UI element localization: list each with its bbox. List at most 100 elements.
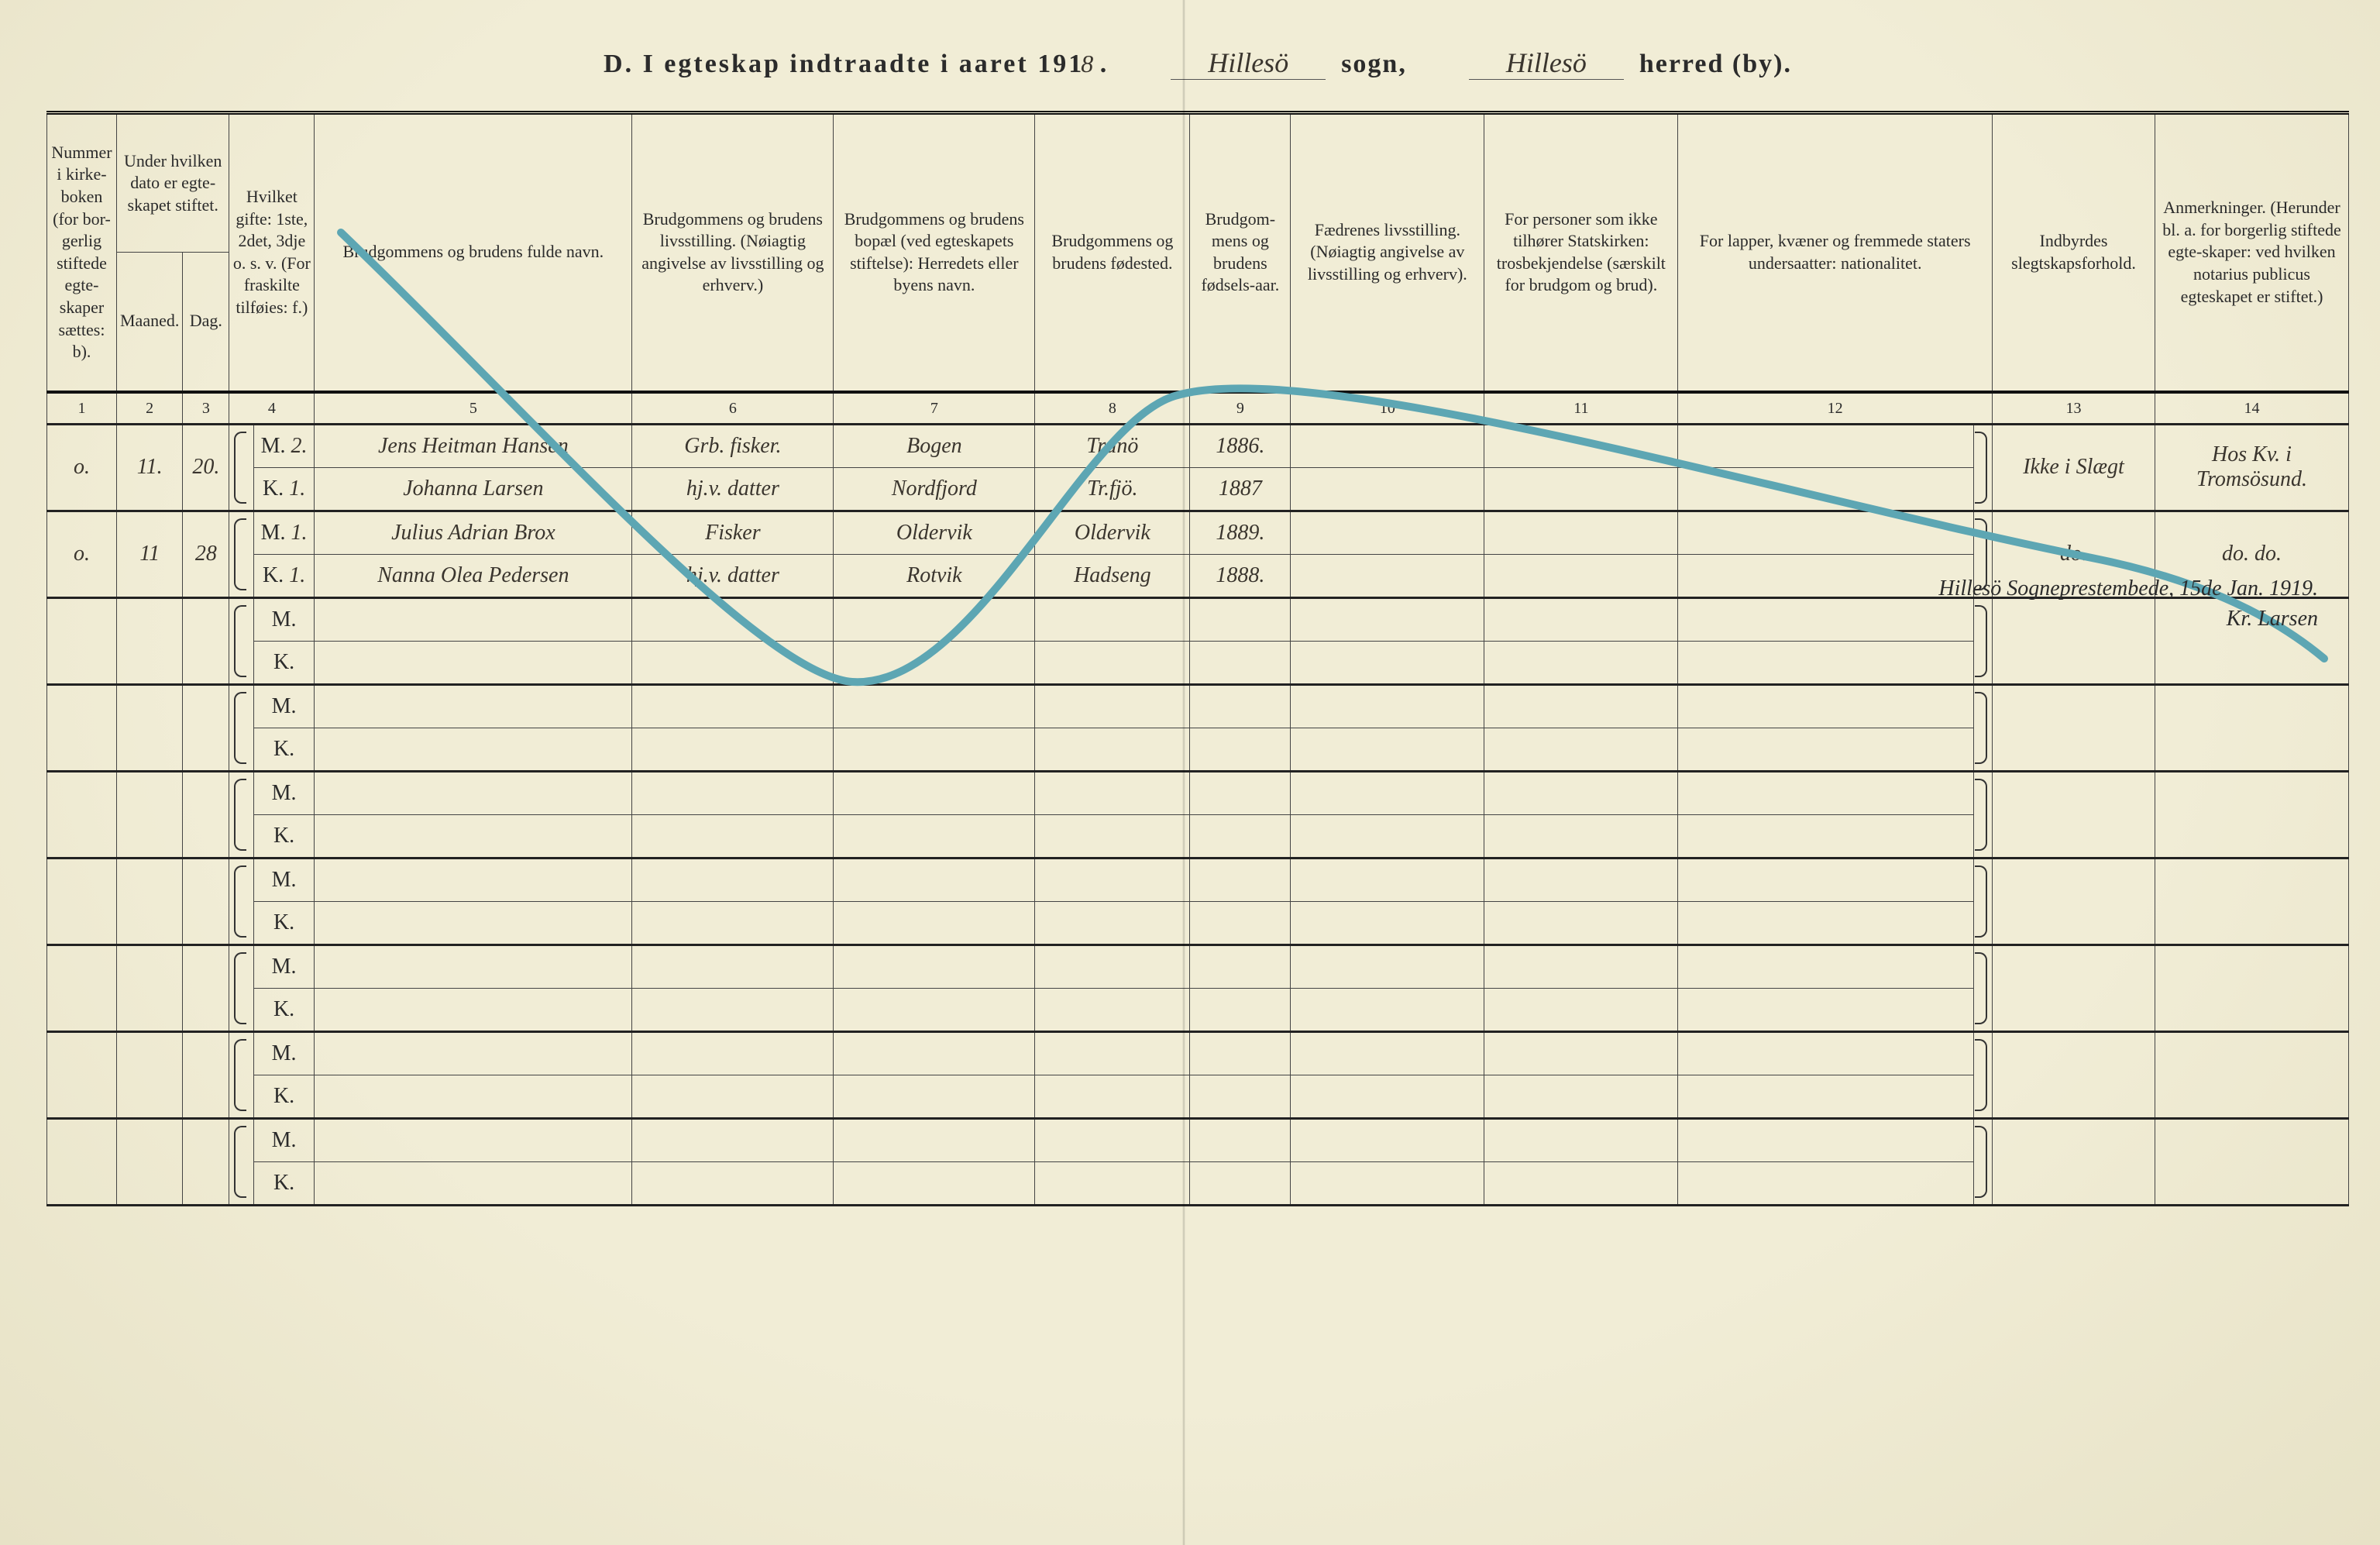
hdr-3: Dag. (183, 253, 229, 392)
cell-13 (1993, 858, 2155, 945)
cell-mk-k: K. (253, 1161, 315, 1205)
cell-bopael-k (834, 641, 1035, 684)
cell-aar-m: 1889. (1190, 511, 1291, 554)
cell-maaned (117, 945, 183, 1031)
cell-10-k (1291, 988, 1484, 1031)
cell-11-k (1484, 728, 1678, 771)
table-row: M. (47, 1031, 2349, 1075)
hdr-14: Anmerkninger. (Herunder bl. a. for borge… (2155, 113, 2349, 392)
cell-fodested-k: Tr.fjö. (1035, 467, 1190, 511)
cell-14 (2155, 1031, 2349, 1118)
cell-aar-k: 1887 (1190, 467, 1291, 511)
cell-aar-k (1190, 1161, 1291, 1205)
hn-7: 7 (834, 392, 1035, 425)
cell-mk-k: K. (253, 1075, 315, 1118)
cell-navn-m (315, 771, 632, 814)
hdr-5: Brudgommens og brudens fulde navn. (315, 113, 632, 392)
cell-14 (2155, 1118, 2349, 1205)
hdr-10: Fædrenes livsstilling. (Nøiagtig angivel… (1291, 113, 1484, 392)
cell-12-m (1678, 945, 1974, 988)
hn-9: 9 (1190, 392, 1291, 425)
cell-navn-m (315, 597, 632, 641)
cell-10-k (1291, 728, 1484, 771)
hn-14: 14 (2155, 392, 2349, 425)
cell-12-k (1678, 1075, 1974, 1118)
book-gutter (1182, 0, 1185, 1545)
cell-stilling-k (632, 1075, 834, 1118)
hn-11: 11 (1484, 392, 1678, 425)
cell-10-m (1291, 684, 1484, 728)
cell-13 (1993, 1118, 2155, 1205)
signature-block: Hillesö Sogneprestembede, 15de Jan. 1919… (1938, 573, 2318, 634)
cell-11-m (1484, 858, 1678, 901)
cell-navn-k (315, 641, 632, 684)
cell-mk-k: K. (253, 901, 315, 945)
cell-11-m (1484, 771, 1678, 814)
cell-bopael-m: Bogen (834, 424, 1035, 467)
cell-bopael-k: Nordfjord (834, 467, 1035, 511)
cell-navn-k (315, 1161, 632, 1205)
cell-11-m (1484, 1118, 1678, 1161)
cell-13 (1993, 1031, 2155, 1118)
right-brace (1974, 771, 1993, 858)
hdr-4: Hvilket gifte: 1ste, 2det, 3dje o. s. v.… (229, 113, 315, 392)
cell-10-k (1291, 814, 1484, 858)
cell-11-m (1484, 1031, 1678, 1075)
cell-fodested-k (1035, 814, 1190, 858)
cell-mk-k: K. 1. (253, 554, 315, 597)
right-brace (1974, 945, 1993, 1031)
cell-stilling-k: hj.v. datter (632, 467, 834, 511)
cell-aar-m (1190, 858, 1291, 901)
cell-12-k (1678, 554, 1974, 597)
cell-fodested-m (1035, 771, 1190, 814)
cell-dag (183, 945, 229, 1031)
cell-13 (1993, 771, 2155, 858)
cell-navn-k: Nanna Olea Pedersen (315, 554, 632, 597)
hdr-12: For lapper, kvæner og fremmede staters u… (1678, 113, 1993, 392)
cell-12-k (1678, 467, 1974, 511)
cell-mk-m: M. (253, 945, 315, 988)
cell-11-m (1484, 597, 1678, 641)
cell-navn-m (315, 858, 632, 901)
left-brace (229, 684, 253, 771)
hn-8: 8 (1035, 392, 1190, 425)
cell-fodested-m (1035, 945, 1190, 988)
cell-stilling-k (632, 988, 834, 1031)
signature-line2: Kr. Larsen (1938, 604, 2318, 634)
cell-12-m (1678, 597, 1974, 641)
cell-maaned: 11. (117, 424, 183, 511)
cell-12-k (1678, 728, 1974, 771)
cell-10-m (1291, 1031, 1484, 1075)
hn-5: 5 (315, 392, 632, 425)
table-row: M. (47, 684, 2349, 728)
cell-bopael-m (834, 858, 1035, 901)
ledger-page: D. I egteskap indtraadte i aaret 1918 . … (0, 0, 2380, 1545)
table-row: M. (47, 1118, 2349, 1161)
cell-dag (183, 858, 229, 945)
cell-bopael-m (834, 684, 1035, 728)
cell-14 (2155, 945, 2349, 1031)
cell-bopael-m (834, 597, 1035, 641)
cell-fodested-m (1035, 1118, 1190, 1161)
cell-bopael-m: Oldervik (834, 511, 1035, 554)
cell-dag: 28 (183, 511, 229, 597)
cell-fodested-m (1035, 597, 1190, 641)
cell-fodested-m (1035, 858, 1190, 901)
cell-stilling-k (632, 1161, 834, 1205)
cell-mk-k: K. (253, 728, 315, 771)
cell-maaned (117, 771, 183, 858)
right-brace (1974, 1031, 1993, 1118)
cell-stilling-k (632, 901, 834, 945)
cell-aar-m (1190, 1118, 1291, 1161)
cell-rowno (47, 1118, 117, 1205)
cell-rowno (47, 858, 117, 945)
ledger-table: Nummer i kirke-boken (for bor-gerlig sti… (46, 111, 2349, 1206)
cell-bopael-k (834, 1075, 1035, 1118)
cell-rowno: o. (47, 424, 117, 511)
cell-navn-m (315, 945, 632, 988)
left-brace (229, 1118, 253, 1205)
header-row-numbers: 1 2 3 4 5 6 7 8 9 10 11 12 13 14 (47, 392, 2349, 425)
cell-13 (1993, 684, 2155, 771)
cell-bopael-k (834, 1161, 1035, 1205)
cell-maaned: 11 (117, 511, 183, 597)
